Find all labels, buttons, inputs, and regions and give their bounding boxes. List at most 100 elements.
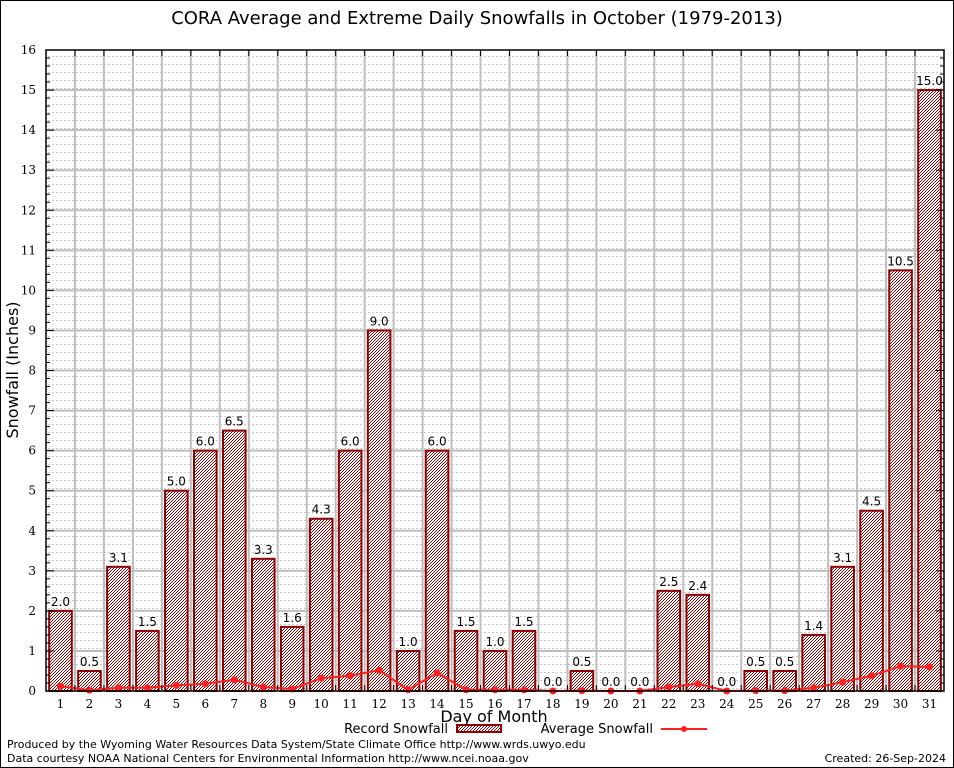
average-point-day-29 [868,672,876,680]
average-point-day-5 [172,681,180,689]
average-point-day-3 [114,684,122,692]
bar-day-4 [135,629,160,692]
x-tick-label-29: 29 [864,697,879,711]
y-tick-label-4: 4 [28,524,36,538]
x-tick-label-24: 24 [719,697,735,711]
bar-label-day-28: 3.1 [833,551,852,565]
average-point-day-17 [520,686,528,694]
y-tick-label-1: 1 [28,644,36,658]
bar-day-17 [511,629,537,692]
bar-label-day-31: 15.0 [916,74,943,88]
x-tick-label-4: 4 [144,697,152,711]
legend-swatch-average-marker [681,726,687,732]
y-tick-label-6: 6 [28,444,36,458]
x-tick-label-11: 11 [343,697,358,711]
average-point-day-13 [404,686,412,694]
y-tick-label-2: 2 [28,604,36,618]
x-tick-label-20: 20 [603,697,618,711]
x-tick-label-22: 22 [661,697,676,711]
y-tick-label-13: 13 [21,163,36,177]
x-tick-label-9: 9 [288,697,296,711]
bar-label-day-13: 1.0 [399,635,418,649]
bar-label-day-19: 0.5 [572,655,591,669]
bar-label-day-1: 2.0 [51,595,70,609]
x-tick-labels: 1 2 3 4 5 6 7 8 9 10 11 12 13 14 15 16 17 18 19 20 21 22 23 24 2… [57,697,937,711]
bar-label-day-2: 0.5 [80,655,99,669]
average-point-day-7 [230,676,238,684]
x-tick-label-25: 25 [748,697,763,711]
legend: Record Snowfall Average Snowfall [344,722,707,737]
bar-label-day-7: 6.5 [225,415,244,429]
y-tick-label-11: 11 [21,243,36,257]
bar-day-28 [830,565,855,693]
bar-label-day-15: 1.5 [456,615,475,629]
bar-label-day-25: 0.5 [746,655,765,669]
y-tick-label-10: 10 [21,283,36,297]
bar-label-day-20: 0.0 [601,675,620,689]
bar-day-6 [193,449,218,692]
bar-day-10 [308,517,334,693]
bar-day-7 [221,429,247,692]
x-tick-label-12: 12 [371,697,386,711]
x-tick-label-26: 26 [777,697,792,711]
y-tick-label-7: 7 [28,404,36,418]
legend-label-average: Average Snowfall [541,722,653,737]
bar-label-day-12: 9.0 [370,314,389,328]
y-tick-label-12: 12 [21,203,36,217]
average-point-day-23 [694,680,702,688]
average-point-day-28 [839,678,847,686]
y-tick-label-16: 16 [21,43,36,57]
bar-day-3 [106,565,131,693]
bar-label-day-29: 4.5 [862,495,881,509]
bars [48,89,942,693]
bar-label-day-24: 0.0 [717,675,736,689]
bar-day-8 [250,557,276,693]
x-tick-label-5: 5 [173,697,181,711]
y-tick-label-0: 0 [28,684,36,698]
average-point-day-2 [85,686,93,694]
legend-label-record: Record Snowfall [344,722,448,737]
x-tick-label-19: 19 [574,697,589,711]
bar-day-27 [801,633,826,692]
bar-label-day-6: 6.0 [196,435,215,449]
bar-label-day-8: 3.3 [254,543,273,557]
footer-produced-by: Produced by the Wyoming Water Resources … [7,738,586,751]
bar-day-14 [424,449,450,692]
x-tick-label-1: 1 [57,697,65,711]
bar-day-30 [888,269,913,692]
bar-label-day-27: 1.4 [804,619,823,633]
x-tick-label-15: 15 [458,697,473,711]
bar-label-day-21: 0.0 [630,675,649,689]
average-point-day-14 [433,669,441,677]
bar-day-11 [337,449,363,692]
footer-data-courtesy: Data courtesy NOAA National Centers for … [7,752,529,765]
y-tick-label-14: 14 [21,123,37,137]
average-point-day-16 [491,686,499,694]
average-point-day-27 [810,684,818,692]
x-tick-label-10: 10 [314,697,329,711]
axes [45,49,945,692]
x-tick-label-18: 18 [545,697,560,711]
bar-day-22 [656,589,682,692]
bar-day-31 [917,89,942,692]
bar-label-day-30: 10.5 [887,254,914,268]
bar-value-labels: 2.0 0.5 3.1 1.5 5.0 6.0 6.5 3.3 1.6 4.3 6.0 9.0 1.0 6… [51,74,943,689]
y-tick-label-5: 5 [28,484,36,498]
legend-swatch-record [456,724,502,733]
x-tick-label-14: 14 [429,697,445,711]
bar-label-day-17: 1.5 [514,615,533,629]
bar-day-12 [366,329,392,692]
bar-label-day-22: 2.5 [659,575,678,589]
average-point-day-31 [926,663,934,671]
bar-label-day-4: 1.5 [138,615,157,629]
average-point-day-11 [346,672,354,680]
average-point-day-12 [375,666,383,674]
average-point-day-10 [317,674,325,682]
x-tick-label-2: 2 [86,697,94,711]
average-point-day-6 [201,680,209,688]
x-tick-label-17: 17 [516,697,531,711]
x-tick-label-21: 21 [632,697,647,711]
bar-day-16 [482,649,508,692]
average-point-day-30 [897,662,905,670]
